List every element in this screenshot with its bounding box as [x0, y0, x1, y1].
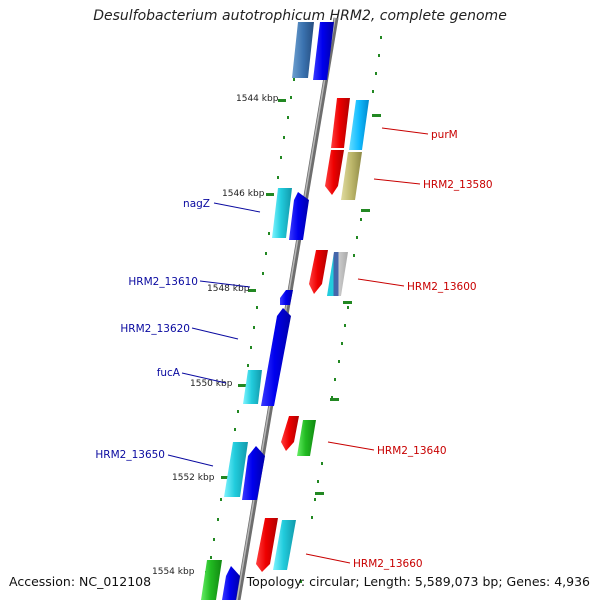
gene-blue-top [313, 22, 334, 80]
backbone [235, 17, 339, 600]
accession-text: Accession: NC_012108 [9, 574, 152, 589]
kbp-labels: 1544 kbp 1546 kbp 1548 kbp 1550 kbp 1552… [152, 94, 279, 577]
track-outline-right [300, 36, 382, 583]
gene-cyan-13650 [224, 442, 248, 497]
gene-label-fuca: fucA [157, 367, 181, 379]
genome-summary-text: Topology: circular; Length: 5,589,073 bp… [246, 574, 590, 589]
gene-red-13600 [309, 250, 328, 294]
gene-blue-bottom [222, 566, 240, 600]
map-title: Desulfobacterium autotrophicum HRM2, com… [93, 8, 507, 24]
gene-label-hrm2-13640: HRM2_13640 [377, 445, 447, 457]
gene-cyan-13660 [273, 520, 296, 570]
gene-label-nagz: nagZ [183, 198, 210, 210]
kbp-label: 1552 kbp [172, 473, 215, 483]
kbp-label: 1554 kbp [152, 567, 195, 577]
gene-blue-13610 [280, 290, 293, 305]
gene-label-hrm2-13660: HRM2_13660 [353, 558, 423, 570]
gene-red-13640 [281, 416, 299, 451]
kbp-label: 1548 kbp [207, 284, 250, 294]
leader-lines-left [167, 202, 261, 467]
gene-stripe-13600 [327, 252, 348, 296]
gene-green-13640 [297, 420, 316, 456]
gene-cyan-fuca [243, 370, 262, 404]
gene-label-hrm2-13580: HRM2_13580 [423, 179, 493, 191]
gene-label-hrm2-13620: HRM2_13620 [120, 323, 190, 335]
kbp-label: 1544 kbp [236, 94, 279, 104]
kbp-label: 1550 kbp [190, 379, 233, 389]
gene-blue-13620 [261, 308, 291, 406]
gene-labels-right: purM HRM2_13580 HRM2_13600 HRM2_13640 HR… [353, 129, 493, 570]
gene-label-hrm2-13600: HRM2_13600 [407, 281, 477, 293]
gene-olive-13580 [341, 152, 362, 200]
reverse-genes [256, 98, 369, 572]
gene-label-hrm2-13650: HRM2_13650 [95, 449, 165, 461]
gene-label-hrm2-13610: HRM2_13610 [128, 276, 198, 288]
forward-genes [201, 22, 334, 600]
kbp-label: 1546 kbp [222, 189, 265, 199]
gene-red-13660 [256, 518, 278, 572]
gene-blue-13650 [242, 446, 265, 500]
track-outline-left [210, 78, 295, 559]
leader-lines-right [305, 127, 429, 564]
gene-sky-purm [349, 100, 369, 150]
gene-red-13580 [325, 150, 344, 195]
gene-red-purm [331, 98, 350, 148]
gene-labels-left: nagZ HRM2_13610 HRM2_13620 fucA HRM2_136… [95, 198, 210, 461]
gene-label-purm: purM [431, 129, 458, 141]
gene-blue-nagz [289, 192, 309, 240]
gene-green-bottom [201, 560, 222, 600]
gene-steel-top [292, 22, 314, 78]
gene-cyan-nagz [272, 188, 292, 238]
